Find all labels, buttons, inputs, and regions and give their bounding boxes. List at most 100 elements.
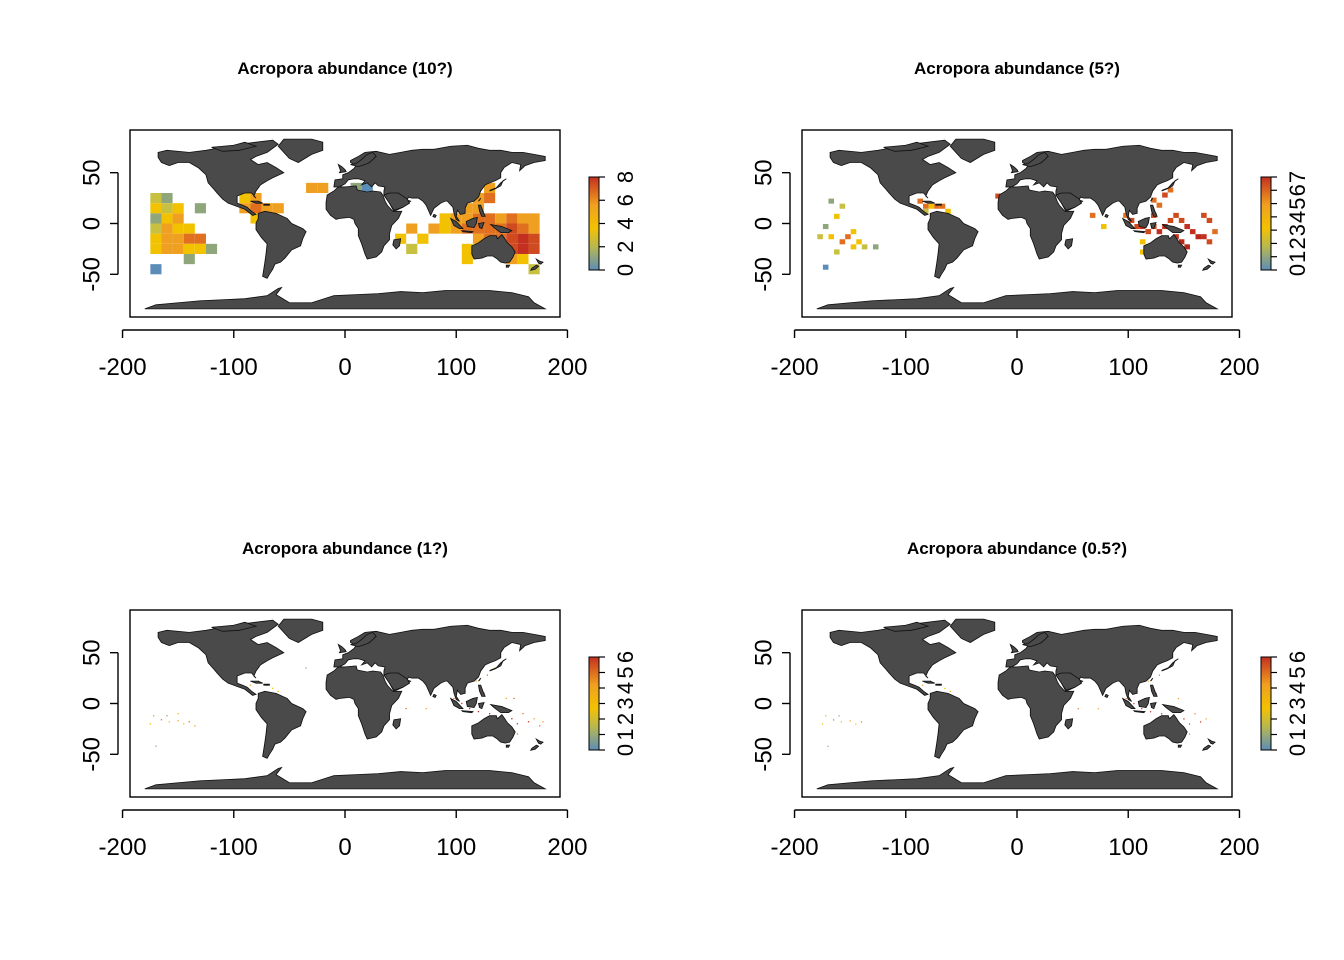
abundance-cell [921,684,924,686]
abundance-cell [1077,708,1079,710]
abundance-cell [945,208,951,214]
abundance-cell [821,723,824,725]
abundance-cell [172,223,184,234]
abundance-cell [1145,229,1152,235]
map-frame [129,609,561,798]
abundance-cell [939,203,946,209]
abundance-cell [949,690,951,693]
x-tick-label: 0 [1010,834,1023,861]
abundance-cell [917,198,924,204]
abundance-cell [528,233,540,244]
abundance-cell [1205,718,1207,720]
abundance-cell [928,203,935,209]
x-tick-label: 0 [338,354,351,381]
abundance-cell [1100,224,1107,230]
abundance-cell [439,213,451,224]
abundance-cell [517,243,529,254]
abundance-cell [183,233,195,244]
abundance-cell [194,203,206,214]
abundance-cell [486,674,489,676]
y-tick-label: 0 [78,697,105,710]
abundance-cell [188,721,190,723]
abundance-cell [1188,733,1191,735]
panel-title: Acropora abundance (10?) [237,59,452,78]
legend-tick-label: 3 [1285,697,1310,709]
abundance-cell [488,713,491,715]
panel-p1: Acropora abundance (1?)-200 -100 0 100 200-5… [78,539,637,861]
abundance-cell [361,182,373,194]
legend-tick-label: 0 [613,264,638,276]
abundance-cell [439,223,451,234]
abundance-cell [538,725,541,727]
y-tick-label: 50 [78,639,105,666]
legend-tick-label: 4 [613,682,638,694]
panel-title: Acropora abundance (5?) [914,59,1120,78]
abundance-cell [461,223,473,234]
abundance-cell [1158,674,1161,676]
abundance-cell [1156,229,1163,235]
legend-bar [588,176,600,271]
abundance-cell [1141,708,1143,710]
abundance-cell [861,244,868,250]
abundance-cell [484,193,496,204]
x-tick-label: -100 [882,834,930,861]
abundance-cell [461,203,473,214]
legend-tick-label: 0 [1285,264,1310,276]
x-axis: -200 -100 0 100 200 [771,809,1259,861]
abundance-cell [406,223,418,234]
abundance-cell [1139,239,1146,245]
abundance-cell [1173,234,1179,240]
legend-tick-label: 0 [1285,744,1310,756]
abundance-cell [1194,713,1196,715]
legend-bar [1260,176,1272,271]
abundance-cell [506,223,518,234]
abundance-cell [472,223,485,234]
legend-tick-label: 2 [1285,713,1310,725]
y-tick-label: -50 [78,257,105,292]
abundance-cell [839,203,846,209]
abundance-cell [506,233,518,244]
abundance-cell [517,223,529,234]
abundance-cell [872,244,879,250]
abundance-cell [517,233,529,244]
y-tick-label: 50 [750,159,777,186]
abundance-cell [161,223,173,234]
abundance-cell [856,239,862,245]
y-axis: -50 0 50 [750,639,791,772]
abundance-cell [149,723,152,725]
abundance-cell [1188,723,1191,725]
abundance-cell [183,223,195,234]
abundance-cell [1173,212,1179,218]
legend-tick-label: 0 [613,744,638,756]
x-tick-label: -200 [771,834,819,861]
abundance-cell [1089,212,1096,218]
abundance-cell [1134,224,1140,230]
abundance-cell [166,715,168,717]
legend-tick-label: 6 [613,194,638,206]
abundance-cell [1206,239,1213,245]
abundance-cell [150,264,162,275]
abundance-cell [516,733,519,735]
abundance-cell [425,707,427,710]
abundance-cell [822,224,829,230]
y-tick-label: 0 [750,697,777,710]
y-axis: -50 0 50 [78,159,119,292]
abundance-cell [194,725,196,727]
map-frame [129,129,561,318]
abundance-cell [177,713,179,715]
abundance-cell [1139,249,1146,255]
abundance-cell [528,243,540,254]
abundance-cell [277,690,279,692]
abundance-cell [511,718,513,720]
legend-colorbar: 0 1 2 3 4 5 6 [588,651,638,756]
x-tick-label: -100 [210,834,258,861]
abundance-cell [850,229,857,235]
abundance-cell [484,182,496,194]
legend-bar [588,656,600,751]
abundance-cell [172,243,184,254]
abundance-cell [177,720,179,722]
abundance-cell [161,203,173,214]
abundance-cell [168,721,170,723]
abundance-cell [834,213,840,219]
